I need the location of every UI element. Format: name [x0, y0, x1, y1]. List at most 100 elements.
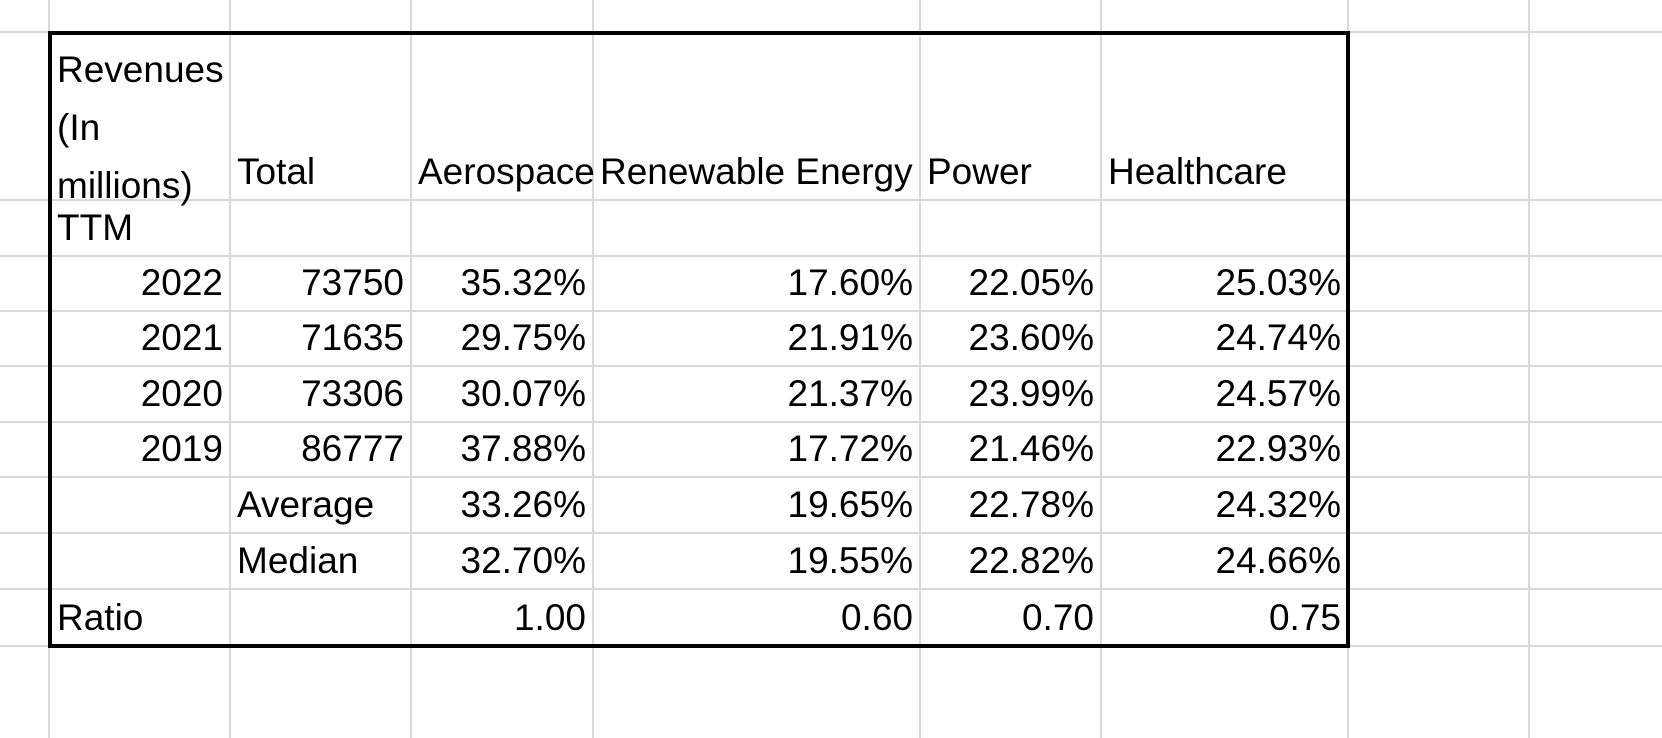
grid-line: [0, 645, 1662, 647]
healthcare-value: 22.93%: [1215, 428, 1342, 469]
power-cell[interactable]: 21.46%: [919, 423, 1100, 476]
power-cell[interactable]: 23.99%: [919, 367, 1100, 421]
ratio-renewable-value: 0.60: [840, 597, 913, 638]
grid-line: [592, 0, 594, 738]
renewable-cell[interactable]: 21.91%: [592, 312, 919, 365]
grid-line: [0, 255, 1662, 257]
median-renewable-cell[interactable]: 19.55%: [592, 534, 919, 588]
header-label-renewable: Renewable Energy: [600, 151, 913, 192]
ratio-power-cell[interactable]: 0.70: [919, 590, 1100, 645]
median-power-cell[interactable]: 22.82%: [919, 534, 1100, 588]
power-value: 22.05%: [968, 262, 1095, 303]
grid-line: [0, 421, 1662, 423]
healthcare-value: 24.74%: [1215, 317, 1342, 358]
year-cell[interactable]: 2020: [49, 367, 229, 421]
header-label-power: Power: [927, 151, 1032, 192]
year-cell[interactable]: 2021: [49, 312, 229, 365]
grid-line: [410, 0, 412, 738]
total-value: 71635: [301, 317, 404, 358]
renewable-value: 21.91%: [787, 317, 914, 358]
average-power-cell[interactable]: 22.78%: [919, 478, 1100, 532]
power-cell[interactable]: 23.60%: [919, 312, 1100, 365]
total-cell[interactable]: 73306: [229, 367, 410, 421]
grid-line: [0, 199, 1662, 201]
grid-line: [0, 365, 1662, 367]
header-cell-renewable[interactable]: Renewable Energy: [592, 33, 919, 199]
total-cell[interactable]: 71635: [229, 312, 410, 365]
ttm-label: TTM: [57, 207, 134, 248]
median-power-value: 22.82%: [968, 540, 1095, 581]
healthcare-value: 24.57%: [1215, 373, 1342, 414]
healthcare-value: 25.03%: [1215, 262, 1342, 303]
average-renewable-value: 19.65%: [787, 484, 914, 525]
year-value: 2019: [140, 428, 223, 469]
aerospace-value: 30.07%: [460, 373, 587, 414]
ratio-label-cell[interactable]: Ratio: [49, 590, 229, 645]
ratio-healthcare-cell[interactable]: 0.75: [1100, 590, 1347, 645]
aerospace-cell[interactable]: 37.88%: [410, 423, 592, 476]
grid-line: [0, 310, 1662, 312]
ttm-cell[interactable]: TTM: [49, 201, 229, 255]
header-cell-aerospace[interactable]: Aerospace: [410, 33, 595, 199]
renewable-cell[interactable]: 17.60%: [592, 257, 919, 310]
average-label: Average: [237, 484, 375, 525]
average-aerospace-cell[interactable]: 33.26%: [410, 478, 592, 532]
grid-line: [1347, 0, 1349, 738]
year-cell[interactable]: 2019: [49, 423, 229, 476]
total-cell[interactable]: 73750: [229, 257, 410, 310]
year-value: 2021: [140, 317, 223, 358]
header-label-aerospace: Aerospace: [418, 151, 595, 192]
median-aerospace-cell[interactable]: 32.70%: [410, 534, 592, 588]
header-label-healthcare: Healthcare: [1108, 151, 1287, 192]
power-cell[interactable]: 22.05%: [919, 257, 1100, 310]
aerospace-value: 37.88%: [460, 428, 587, 469]
grid-line: [0, 476, 1662, 478]
average-healthcare-cell[interactable]: 24.32%: [1100, 478, 1347, 532]
renewable-value: 21.37%: [787, 373, 914, 414]
aerospace-value: 29.75%: [460, 317, 587, 358]
healthcare-cell[interactable]: 25.03%: [1100, 257, 1347, 310]
header-cell-power[interactable]: Power: [919, 33, 1100, 199]
total-value: 86777: [301, 428, 404, 469]
renewable-cell[interactable]: 17.72%: [592, 423, 919, 476]
aerospace-cell[interactable]: 30.07%: [410, 367, 592, 421]
aerospace-cell[interactable]: 35.32%: [410, 257, 592, 310]
grid-line: [0, 532, 1662, 534]
median-label-cell[interactable]: Median: [229, 534, 410, 588]
ratio-aerospace-cell[interactable]: 1.00: [410, 590, 592, 645]
median-healthcare-cell[interactable]: 24.66%: [1100, 534, 1347, 588]
median-renewable-value: 19.55%: [787, 540, 914, 581]
year-cell[interactable]: 2022: [49, 257, 229, 310]
average-aerospace-value: 33.26%: [460, 484, 587, 525]
ratio-renewable-cell[interactable]: 0.60: [592, 590, 919, 645]
healthcare-cell[interactable]: 24.57%: [1100, 367, 1347, 421]
renewable-value: 17.60%: [787, 262, 914, 303]
grid-line: [229, 0, 231, 738]
ratio-healthcare-value: 0.75: [1268, 597, 1341, 638]
grid-line: [919, 0, 921, 738]
year-value: 2022: [140, 262, 223, 303]
aerospace-cell[interactable]: 29.75%: [410, 312, 592, 365]
renewable-cell[interactable]: 21.37%: [592, 367, 919, 421]
median-healthcare-value: 24.66%: [1215, 540, 1342, 581]
header-label-total: Total: [237, 151, 316, 192]
header-cell-healthcare[interactable]: Healthcare: [1100, 33, 1347, 199]
healthcare-cell[interactable]: 22.93%: [1100, 423, 1347, 476]
ratio-power-value: 0.70: [1021, 597, 1094, 638]
ratio-aerospace-value: 1.00: [513, 597, 586, 638]
total-cell[interactable]: 86777: [229, 423, 410, 476]
median-label: Median: [237, 540, 359, 581]
average-label-cell[interactable]: Average: [229, 478, 410, 532]
total-value: 73750: [301, 262, 404, 303]
grid-line: [1528, 0, 1530, 738]
average-renewable-cell[interactable]: 19.65%: [592, 478, 919, 532]
header-cell-total[interactable]: Total: [229, 33, 410, 199]
header-label-revenues: Revenues (In millions): [57, 49, 224, 206]
healthcare-cell[interactable]: 24.74%: [1100, 312, 1347, 365]
power-value: 21.46%: [968, 428, 1095, 469]
average-healthcare-value: 24.32%: [1215, 484, 1342, 525]
power-value: 23.60%: [968, 317, 1095, 358]
header-cell-revenues[interactable]: Revenues (In millions): [49, 33, 229, 206]
grid-line: [0, 588, 1662, 590]
